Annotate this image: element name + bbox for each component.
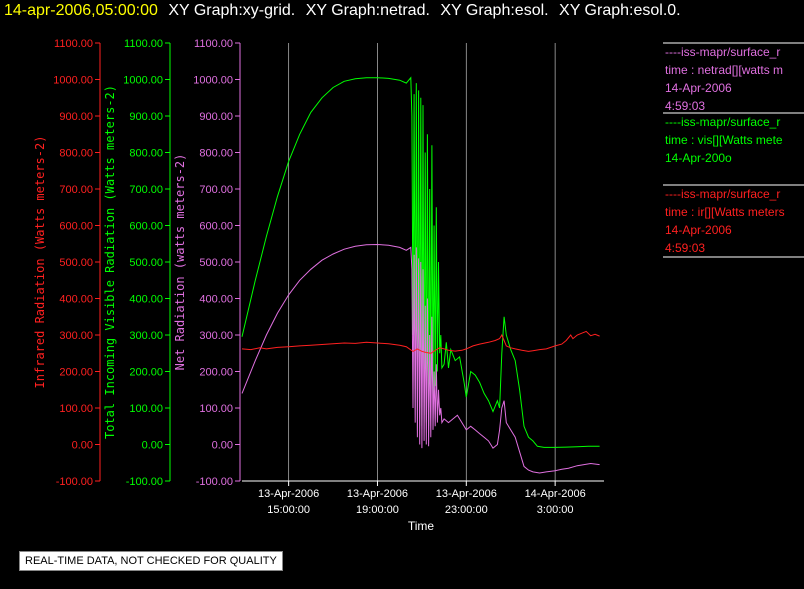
x-tick-label-time: 15:00:00 — [267, 504, 310, 516]
y-tick-label: 400.00 — [129, 294, 163, 306]
y-tick-label: 200.00 — [199, 367, 233, 379]
legend-text-1-1: time : vis[][Watts mete — [665, 133, 783, 147]
y-tick-label: 300.00 — [199, 330, 233, 342]
y-tick-label: 600.00 — [199, 221, 233, 233]
legend-text-0-3: 4:59:03 — [665, 99, 705, 113]
series-vis-line — [241, 76, 600, 448]
y-axis-title: Infrared Radiation (Watts meters-2) — [33, 136, 47, 389]
y-tick-label: 700.00 — [199, 184, 233, 196]
legend-text-0-2: 14-Apr-2006 — [665, 81, 732, 95]
timestamp: 14-apr-2006,05:00:00 — [4, 2, 158, 19]
y-tick-label: -100.00 — [126, 476, 163, 488]
y-tick-label: 600.00 — [59, 221, 93, 233]
quality-note: REAL-TIME DATA, NOT CHECKED FOR QUALITY — [19, 551, 283, 571]
legend-text-0-1: time : netrad[][watts m — [665, 63, 783, 77]
header: 14-apr-2006,05:00:00 XY Graph:xy-grid. X… — [4, 2, 681, 20]
y-tick-label: 900.00 — [59, 111, 93, 123]
graph-title-2: XY Graph:netrad. — [305, 2, 430, 19]
y-tick-label: 0.00 — [72, 440, 93, 452]
y-tick-label: 100.00 — [129, 403, 163, 415]
graph-title-4: XY Graph:esol.0. — [559, 2, 681, 19]
y-tick-label: 800.00 — [59, 148, 93, 160]
legend-text-2-0: ----iss-mapr/surface_r — [665, 187, 780, 201]
legend-text-2-2: 14-Apr-2006 — [665, 223, 732, 237]
x-tick-label-date: 13-Apr-2006 — [436, 488, 497, 500]
y-tick-label: 100.00 — [59, 403, 93, 415]
legend-text-2-1: time : ir[][Watts meters — [665, 205, 785, 219]
y-tick-label: 500.00 — [199, 257, 233, 269]
y-tick-label: 1100.00 — [194, 38, 233, 50]
y-tick-label: 400.00 — [59, 294, 93, 306]
y-tick-label: 300.00 — [129, 330, 163, 342]
y-tick-label: 0.00 — [212, 440, 233, 452]
y-tick-label: 600.00 — [129, 221, 163, 233]
series-ir-line — [241, 330, 600, 354]
graph-title-1: XY Graph:xy-grid. — [168, 2, 296, 19]
x-tick-label-date: 14-Apr-2006 — [525, 488, 586, 500]
y-tick-label: 1100.00 — [124, 38, 163, 50]
y-tick-label: 900.00 — [199, 111, 233, 123]
graph-title-3: XY Graph:esol. — [440, 2, 549, 19]
legend-text-0-0: ----iss-mapr/surface_r — [665, 45, 780, 59]
y-tick-label: -100.00 — [196, 476, 233, 488]
y-axis-title: Net Radiation (watts meters-2) — [173, 154, 187, 371]
y-axis-title: Total Incoming Visible Radiation (Watts … — [103, 85, 117, 439]
y-tick-label: 700.00 — [129, 184, 163, 196]
legend-text-1-2: 14-Apr-200o — [665, 151, 732, 165]
y-tick-label: 1000.00 — [123, 75, 163, 87]
y-tick-label: 200.00 — [59, 367, 93, 379]
y-tick-label: 1000.00 — [53, 75, 93, 87]
y-tick-label: -100.00 — [56, 476, 93, 488]
x-tick-label-time: 19:00:00 — [356, 504, 399, 516]
series-net-line — [241, 243, 600, 474]
x-tick-label-date: 13-Apr-2006 — [258, 488, 319, 500]
y-tick-label: 200.00 — [129, 367, 163, 379]
x-tick-label-time: 23:00:00 — [445, 504, 488, 516]
y-tick-label: 300.00 — [59, 330, 93, 342]
y-tick-label: 100.00 — [199, 403, 233, 415]
y-tick-label: 500.00 — [129, 257, 163, 269]
y-tick-label: 400.00 — [199, 294, 233, 306]
x-axis-title: Time — [408, 519, 435, 533]
y-tick-label: 900.00 — [129, 111, 163, 123]
y-tick-label: 500.00 — [59, 257, 93, 269]
x-tick-label-time: 3:00:00 — [537, 504, 574, 516]
y-tick-label: 700.00 — [59, 184, 93, 196]
legend-text-1-0: ----iss-mapr/surface_r — [665, 115, 780, 129]
y-tick-label: 1100.00 — [54, 38, 93, 50]
legend-text-2-3: 4:59:03 — [665, 241, 705, 255]
y-tick-label: 1000.00 — [193, 75, 233, 87]
x-tick-label-date: 13-Apr-2006 — [347, 488, 408, 500]
y-tick-label: 800.00 — [199, 148, 233, 160]
y-tick-label: 0.00 — [142, 440, 163, 452]
y-tick-label: 800.00 — [129, 148, 163, 160]
